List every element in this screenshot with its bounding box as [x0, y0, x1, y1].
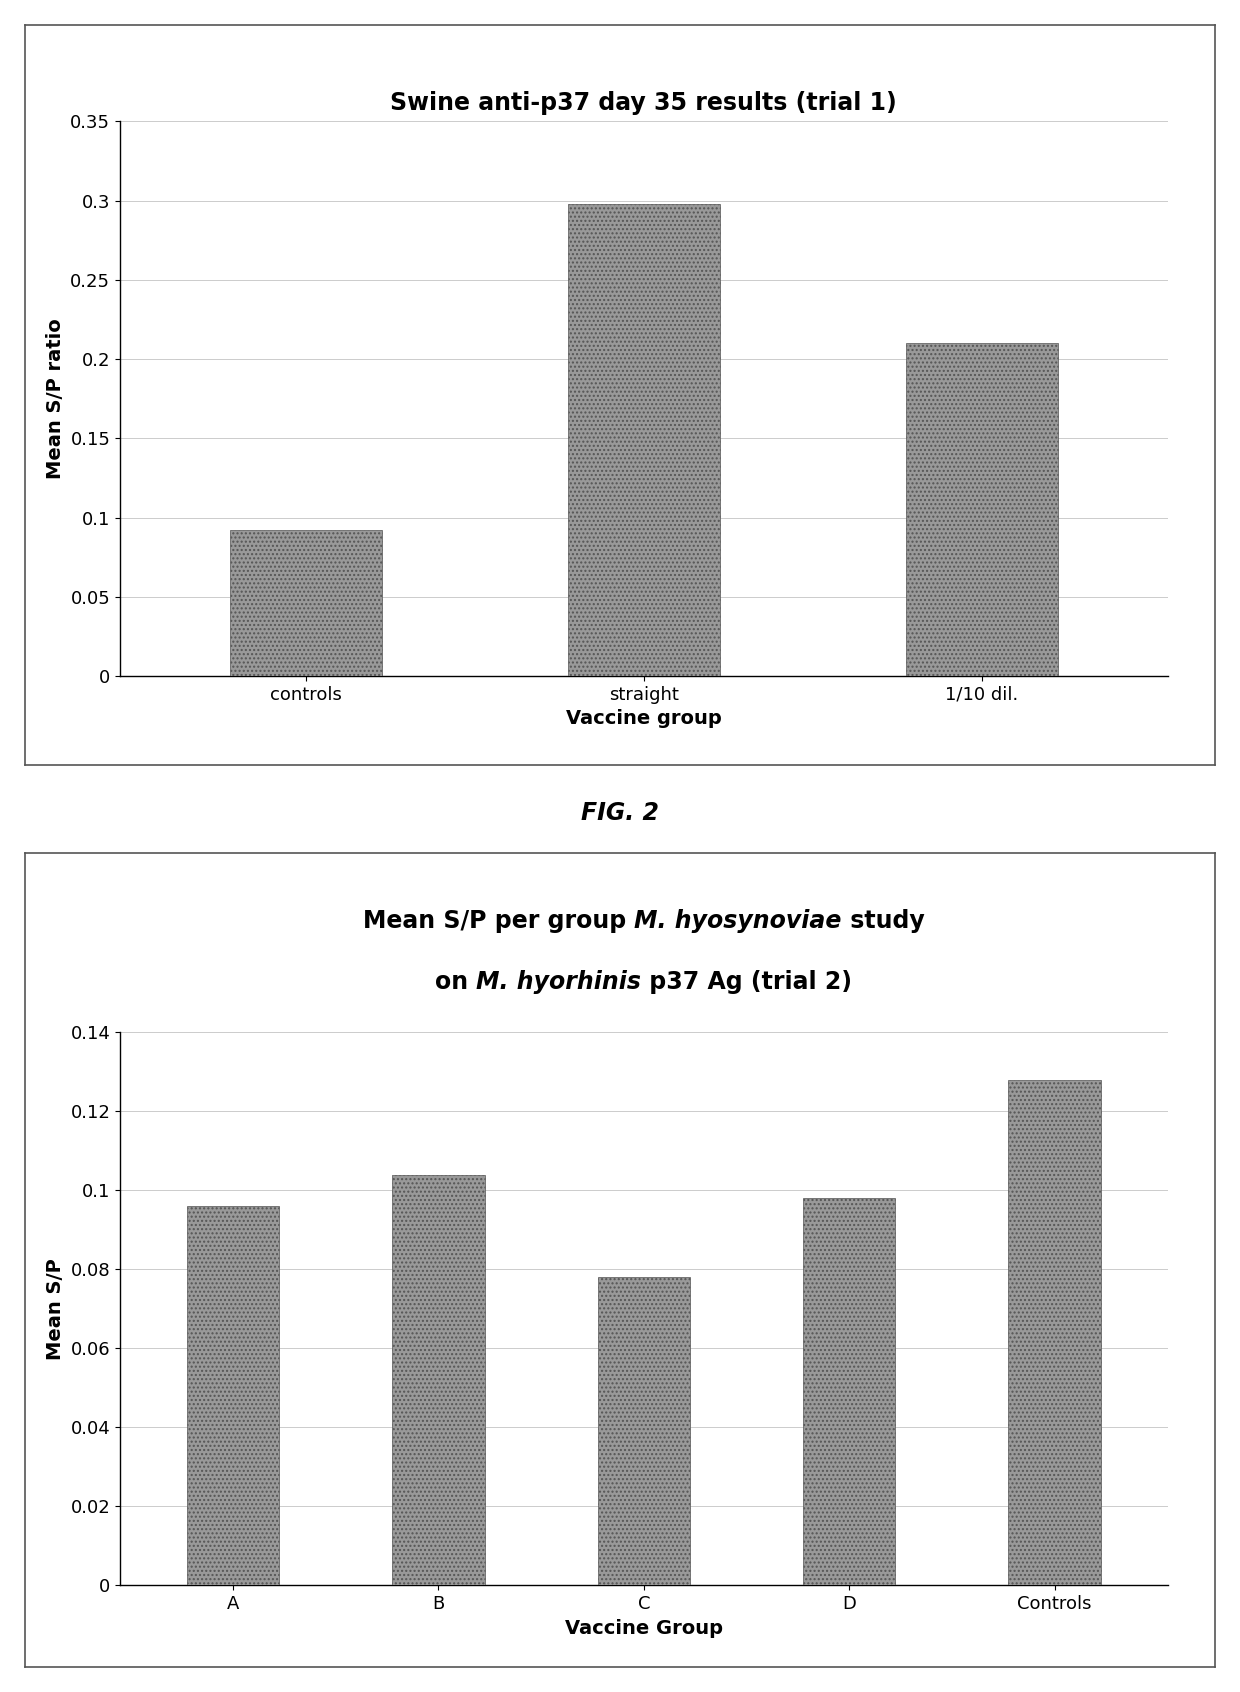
Text: FIG. 2: FIG. 2: [582, 802, 658, 826]
